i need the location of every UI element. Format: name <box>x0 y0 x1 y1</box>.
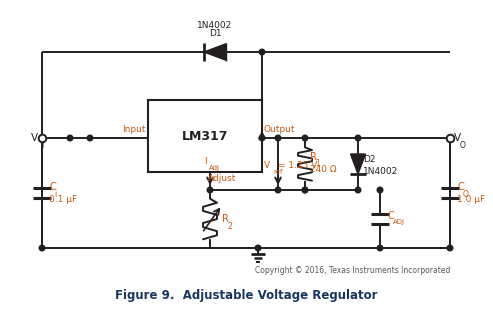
Text: 1N4002: 1N4002 <box>197 21 233 30</box>
Text: 240 Ω: 240 Ω <box>310 165 337 174</box>
Text: Figure 9.  Adjustable Voltage Regulator: Figure 9. Adjustable Voltage Regulator <box>115 290 377 303</box>
Circle shape <box>377 245 383 251</box>
Text: 1N4002: 1N4002 <box>363 166 398 175</box>
Circle shape <box>302 135 308 141</box>
Text: = 1.25 V: = 1.25 V <box>275 162 317 171</box>
Polygon shape <box>204 44 226 60</box>
Polygon shape <box>351 154 365 174</box>
Bar <box>148 100 262 172</box>
Circle shape <box>447 245 453 251</box>
Circle shape <box>355 187 361 193</box>
Circle shape <box>39 245 45 251</box>
Text: i: i <box>41 140 43 149</box>
Circle shape <box>275 135 281 141</box>
Text: C: C <box>457 182 464 192</box>
Text: 0.1 μF: 0.1 μF <box>49 196 77 205</box>
Circle shape <box>377 187 383 193</box>
Text: C: C <box>387 211 394 221</box>
Text: 2: 2 <box>227 222 232 231</box>
Text: O: O <box>462 190 468 199</box>
Text: Adj: Adj <box>209 165 220 171</box>
Text: I: I <box>205 157 207 166</box>
Text: O: O <box>459 140 465 149</box>
Text: ref: ref <box>273 169 282 175</box>
Text: 1: 1 <box>316 160 320 169</box>
Circle shape <box>207 187 213 193</box>
Text: V: V <box>454 133 461 143</box>
Circle shape <box>302 187 308 193</box>
Circle shape <box>259 135 265 141</box>
Text: V: V <box>264 162 270 171</box>
Text: ADJ: ADJ <box>392 219 404 225</box>
Circle shape <box>87 135 93 141</box>
Circle shape <box>355 135 361 141</box>
Text: Output: Output <box>264 125 295 134</box>
Text: D1: D1 <box>209 29 221 38</box>
Text: Input: Input <box>122 125 146 134</box>
Text: 1.0 μF: 1.0 μF <box>457 196 485 205</box>
Circle shape <box>67 135 73 141</box>
Text: Copyright © 2016, Texas Instruments Incorporated: Copyright © 2016, Texas Instruments Inco… <box>254 266 450 275</box>
Text: R: R <box>222 214 229 224</box>
Circle shape <box>302 187 308 193</box>
Text: Adjust: Adjust <box>208 174 236 183</box>
Text: D2: D2 <box>363 154 376 163</box>
Text: i: i <box>55 190 57 199</box>
Text: V: V <box>31 133 38 143</box>
Circle shape <box>259 49 265 55</box>
Text: R: R <box>310 152 317 162</box>
Text: C: C <box>49 182 56 192</box>
Circle shape <box>275 187 281 193</box>
Circle shape <box>255 245 261 251</box>
Text: LM317: LM317 <box>182 130 228 143</box>
